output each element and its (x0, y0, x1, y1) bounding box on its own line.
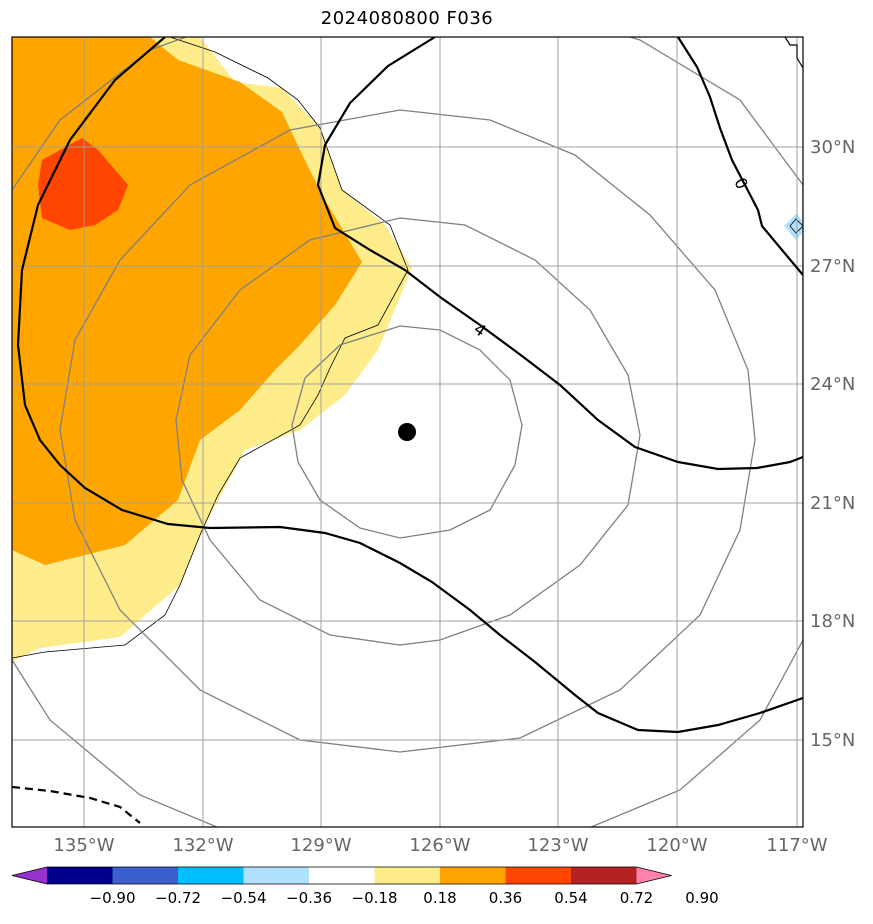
colorbar-tick-label: 0.36 (489, 889, 522, 907)
colorbar-segment (440, 867, 506, 884)
lat-label-24: 24°N (810, 374, 855, 395)
colorbar-segment (243, 867, 310, 884)
coastline-corner (784, 37, 803, 69)
colorbar-tick-label: 0.54 (554, 889, 587, 907)
thin-boundary-line (12, 37, 409, 659)
lon-label-126: 126°W (409, 835, 470, 856)
colorbar-segment (178, 867, 244, 884)
black-contour-4 (316, 37, 803, 471)
plot-area: 4 0 (12, 37, 803, 827)
colorbar-extend-high (636, 867, 672, 884)
map-title: 2024080800 F036 (320, 8, 494, 29)
lon-label-117: 117°W (766, 835, 827, 856)
shaded-region-lightblue (784, 214, 803, 240)
colorbar-tick-label: −0.90 (90, 889, 136, 907)
colorbar-segment (505, 867, 572, 884)
lat-label-18: 18°N (810, 611, 855, 632)
black-contours (12, 37, 803, 824)
colorbar-tick-label: −0.72 (155, 889, 201, 907)
lon-label-123: 123°W (527, 835, 588, 856)
colorbar-tick-label: 0.90 (685, 889, 718, 907)
colorbar-tick-label: −0.54 (221, 889, 267, 907)
latitude-labels: 30°N 27°N 24°N 21°N 18°N 15°N (810, 137, 855, 751)
gray-contour-3 (59, 109, 756, 753)
storm-center-marker (398, 423, 416, 441)
colorbar-extend-low (12, 867, 47, 884)
colorbar-segment (112, 867, 179, 884)
gray-contours (12, 37, 803, 827)
longitude-labels: 135°W 132°W 129°W 126°W 123°W 120°W 117°… (53, 835, 827, 856)
black-contour-dashed (12, 785, 141, 824)
lon-label-120: 120°W (646, 835, 707, 856)
colorbar-tick-label: −0.18 (352, 889, 398, 907)
colorbar-segment (571, 867, 637, 884)
lon-label-132: 132°W (172, 835, 233, 856)
colorbar: −0.90 −0.72 −0.54 −0.36 −0.18 0.18 0.36 0.54 0.7… (11, 866, 719, 907)
colorbar-tick-label: −0.36 (286, 889, 332, 907)
lat-label-21: 21°N (810, 493, 855, 514)
lon-label-129: 129°W (290, 835, 351, 856)
colorbar-tick-label: 0.18 (423, 889, 456, 907)
colorbar-segment (309, 867, 375, 884)
lat-label-15: 15°N (810, 730, 855, 751)
colorbar-tick-label: 0.72 (620, 889, 653, 907)
lon-label-135: 135°W (53, 835, 114, 856)
gray-contour-1 (291, 325, 523, 539)
gray-contour-2 (175, 217, 641, 646)
colorbar-segment (47, 867, 113, 884)
colorbar-segment (374, 867, 441, 884)
colorbar-outline (11, 866, 672, 885)
plot-frame (11, 36, 804, 828)
blue-contour-spot (789, 218, 803, 234)
black-contour-west-loop (16, 37, 803, 734)
black-contour-0 (677, 37, 803, 276)
lat-label-30: 30°N (810, 137, 855, 158)
gray-contour-4 (12, 37, 803, 827)
lat-label-27: 27°N (810, 256, 855, 277)
